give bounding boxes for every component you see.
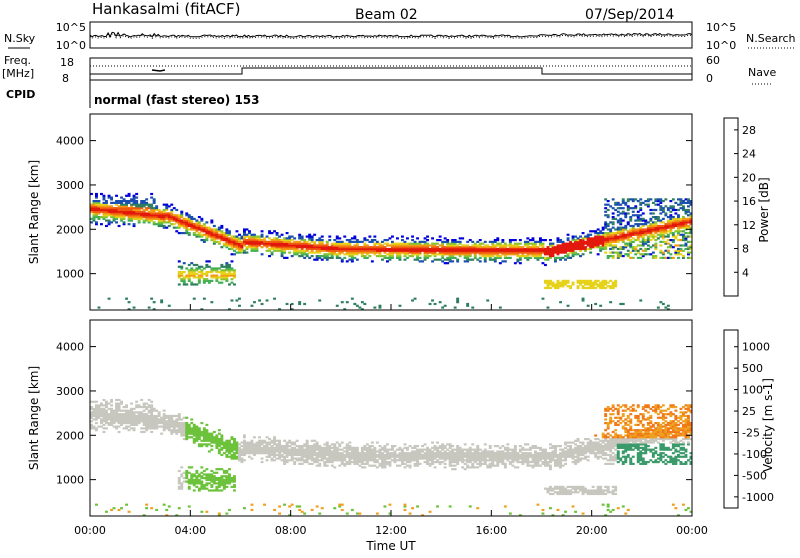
x-tick-label: 12:00 bbox=[375, 524, 407, 537]
freq-label-1: Freq. bbox=[4, 54, 31, 67]
colorbar-tick-label: 12 bbox=[742, 219, 756, 232]
colorbar-tick-label: 4 bbox=[742, 266, 749, 279]
cpid-row: CPID normal (fast stereo) 153 bbox=[6, 80, 260, 108]
time-axis-label: Time UT bbox=[365, 539, 416, 553]
y-tick-label: 3000 bbox=[56, 179, 84, 192]
colorbar-tick-label: 8 bbox=[742, 243, 749, 256]
velocity-colorbar-label: Velocity [m s-1] bbox=[761, 378, 775, 472]
freq-left-tick-top: 18 bbox=[60, 56, 74, 69]
colorbar-tick-label: 16 bbox=[742, 195, 756, 208]
freq-left-tick-bottom: 8 bbox=[62, 72, 69, 85]
colorbar-tick-label: -1000 bbox=[742, 491, 774, 504]
noise-panel: N.Sky N.Search 10^5 10^0 10^5 10^0 bbox=[4, 21, 796, 52]
x-tick-label: 20:00 bbox=[576, 524, 608, 537]
freq-label-2: [MHz] bbox=[2, 67, 34, 80]
velocity-panel: 1000 2000 3000 4000 Slant Range [km] bbox=[27, 320, 692, 516]
nave-label: Nave bbox=[748, 66, 776, 79]
x-tick-label: 00:00 bbox=[676, 524, 708, 537]
cpid-value: normal (fast stereo) 153 bbox=[94, 93, 260, 107]
colorbar-tick-label: 28 bbox=[742, 124, 756, 137]
colorbar-tick-label: 20 bbox=[742, 171, 756, 184]
nsearch-label: N.Search bbox=[746, 32, 796, 45]
x-tick-label: 08:00 bbox=[275, 524, 307, 537]
colorbar-tick-label: 24 bbox=[742, 148, 756, 161]
velocity-ylabel: Slant Range [km] bbox=[27, 366, 41, 470]
power-colorbar: 4 8 12 16 20 24 28 bbox=[724, 118, 756, 296]
noise-right-tick-top: 10^5 bbox=[706, 21, 736, 34]
date-title: 07/Sep/2014 bbox=[585, 7, 674, 23]
velocity-heatmap-cells bbox=[90, 399, 692, 516]
freq-panel: Freq. [MHz] 18 8 60 0 Nave bbox=[2, 54, 776, 85]
station-title: Hankasalmi (fitACF) bbox=[92, 0, 240, 18]
y-tick-label: 1000 bbox=[56, 268, 84, 281]
power-colorbar-label: Power [dB] bbox=[757, 177, 771, 242]
y-tick-label: 1000 bbox=[56, 474, 84, 487]
noise-right-tick-bottom: 10^0 bbox=[706, 39, 736, 52]
colorbar-tick-label: -25 bbox=[742, 427, 760, 440]
x-tick-label: 16:00 bbox=[475, 524, 507, 537]
x-tick-label: 04:00 bbox=[174, 524, 206, 537]
colorbar-tick-label: 25 bbox=[742, 405, 756, 418]
y-tick-label: 4000 bbox=[56, 341, 84, 354]
colorbar-tick-label: 500 bbox=[742, 362, 763, 375]
y-tick-label: 2000 bbox=[56, 429, 84, 442]
power-ylabel: Slant Range [km] bbox=[27, 160, 41, 264]
cpid-label: CPID bbox=[6, 88, 35, 101]
colorbar-tick-label: 100 bbox=[742, 384, 763, 397]
nsky-label: N.Sky bbox=[4, 32, 36, 45]
freq-glitch bbox=[152, 70, 165, 71]
beam-title: Beam 02 bbox=[355, 7, 418, 23]
x-tick-label: 00:00 bbox=[74, 524, 106, 537]
noise-left-tick-bottom: 10^0 bbox=[56, 39, 86, 52]
y-tick-label: 2000 bbox=[56, 223, 84, 236]
noise-left-tick-top: 10^5 bbox=[56, 21, 86, 34]
power-heatmap-cells bbox=[90, 193, 692, 310]
power-panel: 1000 2000 3000 4000 Slant Range [km] bbox=[27, 114, 692, 310]
y-tick-label: 3000 bbox=[56, 385, 84, 398]
freq-trace bbox=[90, 68, 692, 74]
colorbar-tick-label: 1000 bbox=[742, 341, 770, 354]
freq-right-tick-top: 60 bbox=[706, 54, 720, 67]
y-tick-label: 4000 bbox=[56, 135, 84, 148]
freq-right-tick-bottom: 0 bbox=[706, 72, 713, 85]
